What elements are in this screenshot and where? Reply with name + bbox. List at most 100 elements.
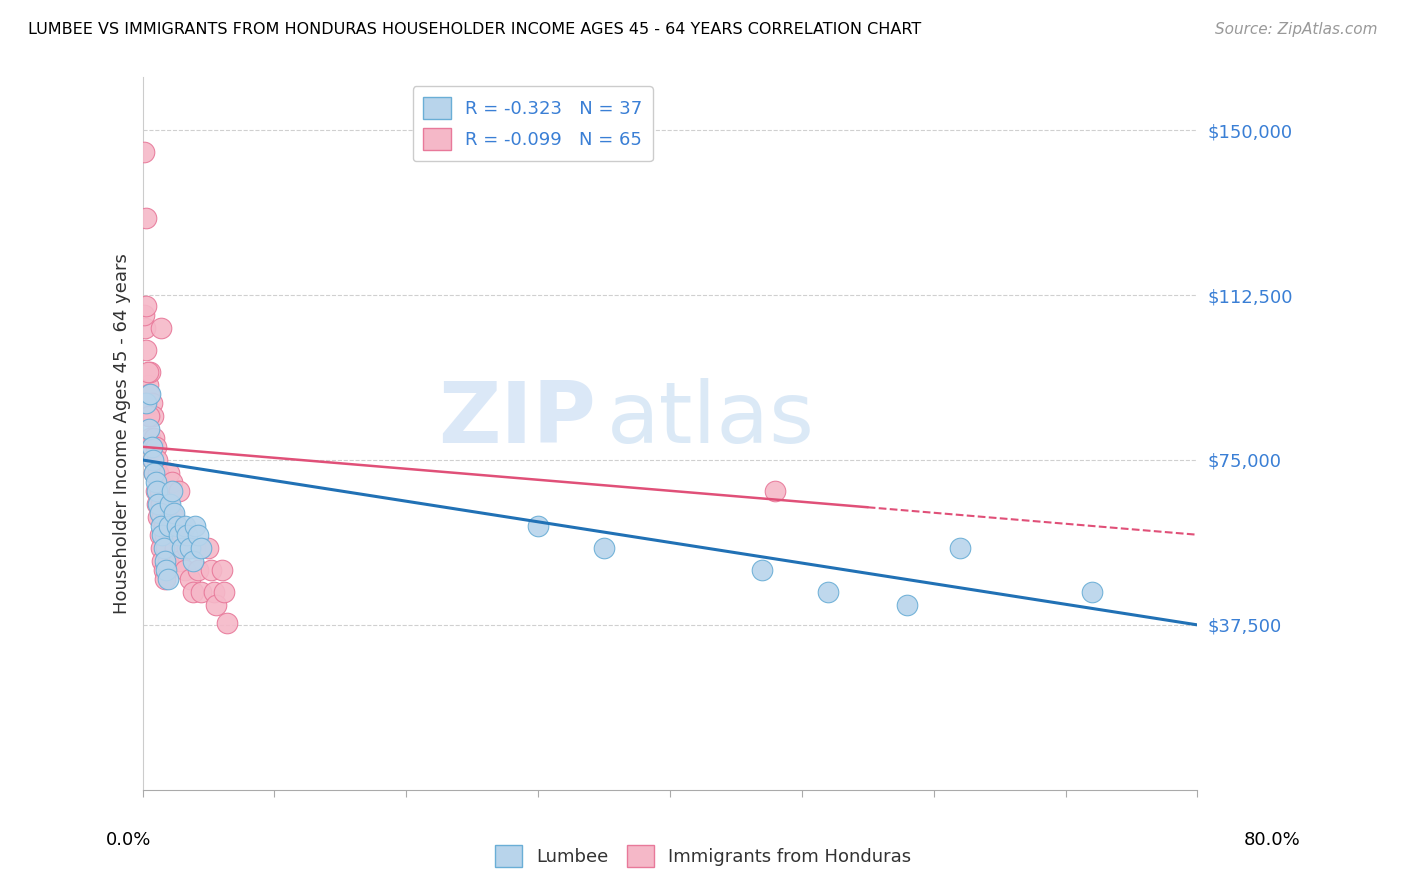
Point: [159, 497, 181, 511]
Y-axis label: Householder Income Ages 45 - 64 years: Householder Income Ages 45 - 64 years: [114, 253, 131, 614]
Point: [138, 409, 160, 423]
Point: [152, 519, 174, 533]
Point: [139, 431, 162, 445]
Point: [148, 510, 170, 524]
Point: [155, 510, 177, 524]
Point: [143, 466, 166, 480]
Point: [765, 483, 787, 498]
Point: [817, 585, 839, 599]
Point: [150, 541, 173, 555]
Point: [949, 541, 972, 555]
Point: [166, 519, 188, 533]
Point: [153, 527, 176, 541]
Point: [169, 527, 191, 541]
Point: [142, 453, 165, 467]
Point: [165, 541, 187, 555]
Text: 80.0%: 80.0%: [1244, 831, 1301, 849]
Point: [156, 554, 179, 568]
Point: [160, 475, 183, 489]
Legend: R = -0.323   N = 37, R = -0.099   N = 65: R = -0.323 N = 37, R = -0.099 N = 65: [412, 87, 652, 161]
Point: [136, 365, 159, 379]
Point: [134, 396, 156, 410]
Point: [751, 563, 773, 577]
Point: [153, 572, 176, 586]
Legend: Lumbee, Immigrants from Honduras: Lumbee, Immigrants from Honduras: [488, 838, 918, 874]
Point: [135, 211, 157, 226]
Point: [157, 466, 180, 480]
Point: [187, 527, 209, 541]
Point: [187, 563, 209, 577]
Point: [163, 510, 186, 524]
Point: [155, 541, 177, 555]
Point: [149, 506, 172, 520]
Point: [148, 497, 170, 511]
Point: [211, 563, 233, 577]
Point: [141, 440, 163, 454]
Point: [142, 453, 165, 467]
Point: [172, 527, 194, 541]
Point: [152, 541, 174, 555]
Point: [142, 409, 165, 423]
Point: [141, 396, 163, 410]
Point: [143, 466, 166, 480]
Point: [173, 563, 195, 577]
Point: [200, 563, 222, 577]
Point: [184, 541, 207, 555]
Point: [150, 554, 173, 568]
Point: [527, 519, 550, 533]
Point: [150, 497, 173, 511]
Point: [181, 554, 204, 568]
Point: [146, 497, 169, 511]
Point: [150, 519, 173, 533]
Point: [148, 466, 170, 480]
Point: [135, 396, 157, 410]
Point: [197, 541, 219, 555]
Point: [896, 598, 918, 612]
Point: [150, 510, 173, 524]
Point: [139, 365, 162, 379]
Point: [139, 387, 162, 401]
Point: [163, 506, 186, 520]
Text: atlas: atlas: [606, 378, 814, 461]
Point: [132, 308, 155, 322]
Point: [138, 409, 160, 423]
Point: [150, 321, 173, 335]
Point: [202, 585, 225, 599]
Point: [156, 572, 179, 586]
Point: [176, 527, 198, 541]
Point: [160, 483, 183, 498]
Point: [143, 431, 166, 445]
Point: [132, 145, 155, 160]
Point: [160, 527, 183, 541]
Point: [157, 497, 180, 511]
Point: [205, 598, 228, 612]
Point: [179, 572, 201, 586]
Point: [146, 453, 169, 467]
Point: [593, 541, 616, 555]
Point: [136, 378, 159, 392]
Point: [141, 440, 163, 454]
Point: [190, 585, 212, 599]
Point: [184, 519, 207, 533]
Point: [169, 554, 191, 568]
Point: [153, 554, 176, 568]
Point: [146, 483, 169, 498]
Point: [138, 422, 160, 436]
Point: [149, 527, 172, 541]
Point: [145, 483, 167, 498]
Point: [215, 615, 238, 630]
Point: [181, 585, 204, 599]
Text: LUMBEE VS IMMIGRANTS FROM HONDURAS HOUSEHOLDER INCOME AGES 45 - 64 YEARS CORRELA: LUMBEE VS IMMIGRANTS FROM HONDURAS HOUSE…: [28, 22, 921, 37]
Point: [135, 343, 157, 357]
Point: [179, 541, 201, 555]
Point: [172, 541, 194, 555]
Point: [157, 519, 180, 533]
Point: [145, 440, 167, 454]
Point: [190, 541, 212, 555]
Text: ZIP: ZIP: [439, 378, 596, 461]
Point: [173, 519, 195, 533]
Point: [135, 299, 157, 313]
Text: Source: ZipAtlas.com: Source: ZipAtlas.com: [1215, 22, 1378, 37]
Point: [176, 541, 198, 555]
Point: [214, 585, 236, 599]
